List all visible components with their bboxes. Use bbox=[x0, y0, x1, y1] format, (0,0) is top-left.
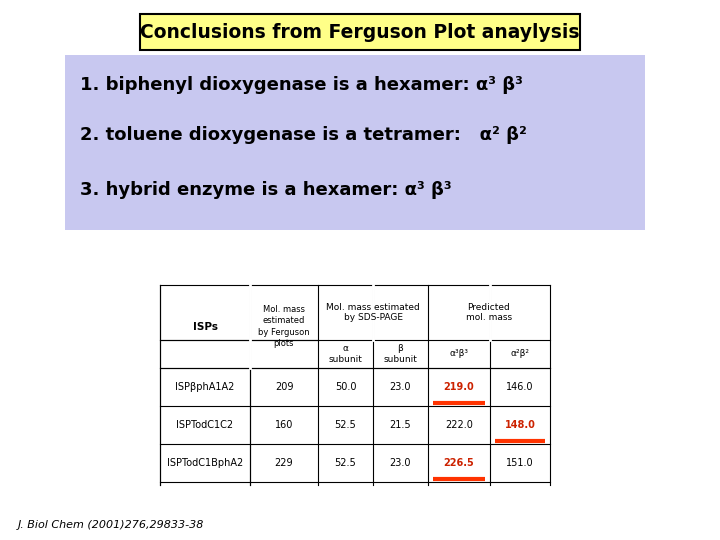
Bar bbox=[140, 14, 580, 50]
Bar bbox=[160, 285, 550, 485]
Text: 229: 229 bbox=[275, 458, 293, 468]
Text: 52.5: 52.5 bbox=[335, 420, 356, 430]
Text: 151.0: 151.0 bbox=[506, 458, 534, 468]
Text: 226.5: 226.5 bbox=[444, 458, 474, 468]
Text: α
subunit: α subunit bbox=[328, 345, 362, 364]
Text: 148.0: 148.0 bbox=[505, 420, 536, 430]
Text: 222.0: 222.0 bbox=[445, 420, 473, 430]
Text: α³β³: α³β³ bbox=[449, 349, 469, 359]
Text: Mol. mass
estimated
by Ferguson
plots: Mol. mass estimated by Ferguson plots bbox=[258, 305, 310, 348]
Text: Conclusions from Ferguson Plot anaylysis: Conclusions from Ferguson Plot anaylysis bbox=[140, 23, 580, 42]
Text: 1. biphenyl dioxygenase is a hexamer: α³ β³: 1. biphenyl dioxygenase is a hexamer: α³… bbox=[80, 76, 523, 94]
Text: 2. toluene dioxygenase is a tetramer:   α² β²: 2. toluene dioxygenase is a tetramer: α²… bbox=[80, 126, 527, 144]
Text: 50.0: 50.0 bbox=[335, 382, 356, 392]
Text: 160: 160 bbox=[275, 420, 293, 430]
Text: ISPs: ISPs bbox=[192, 321, 217, 332]
Text: Mol. mass estimated
by SDS-PAGE: Mol. mass estimated by SDS-PAGE bbox=[326, 303, 420, 322]
Text: 209: 209 bbox=[275, 382, 293, 392]
Text: 52.5: 52.5 bbox=[335, 458, 356, 468]
Text: J. Biol Chem (2001)276,29833-38: J. Biol Chem (2001)276,29833-38 bbox=[18, 520, 204, 530]
Text: ISPβphA1A2: ISPβphA1A2 bbox=[175, 382, 235, 392]
Text: 3. hybrid enzyme is a hexamer: α³ β³: 3. hybrid enzyme is a hexamer: α³ β³ bbox=[80, 181, 451, 199]
Text: 23.0: 23.0 bbox=[390, 458, 411, 468]
Text: 219.0: 219.0 bbox=[444, 382, 474, 392]
Text: α²β²: α²β² bbox=[510, 349, 529, 359]
Text: β
subunit: β subunit bbox=[384, 345, 418, 364]
Text: 146.0: 146.0 bbox=[506, 382, 534, 392]
Text: 23.0: 23.0 bbox=[390, 382, 411, 392]
Bar bbox=[65, 55, 645, 230]
Text: ISPTodC1C2: ISPTodC1C2 bbox=[176, 420, 233, 430]
Text: ISPTodC1BphA2: ISPTodC1BphA2 bbox=[167, 458, 243, 468]
Text: 21.5: 21.5 bbox=[390, 420, 411, 430]
Text: Predicted
mol. mass: Predicted mol. mass bbox=[466, 303, 512, 322]
